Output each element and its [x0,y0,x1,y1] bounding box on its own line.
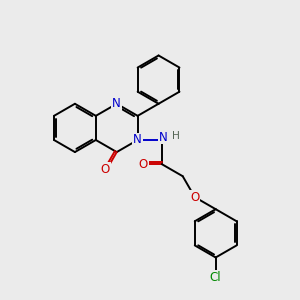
Text: O: O [139,158,148,171]
Text: N: N [112,97,121,110]
Text: Cl: Cl [210,271,221,284]
Text: N: N [159,130,168,143]
Text: O: O [190,190,200,204]
Text: N: N [133,134,142,146]
Text: O: O [100,163,109,176]
Text: H: H [172,130,180,141]
